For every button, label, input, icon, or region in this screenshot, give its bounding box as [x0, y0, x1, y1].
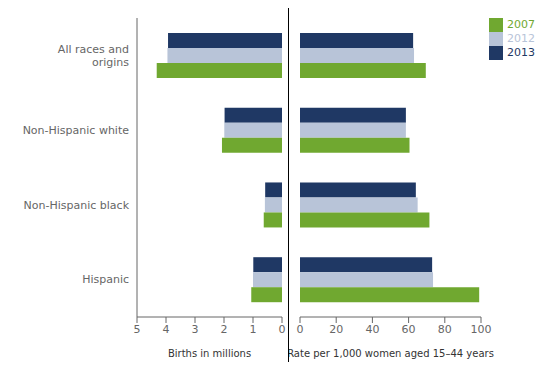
html-text:2007: 2007	[507, 18, 535, 31]
svg-text:Hispanic: Hispanic	[82, 273, 129, 286]
svg-text:Rate per 1,000 women aged 15–4: Rate per 1,000 women aged 15–44 years	[289, 348, 494, 359]
svg-text:4: 4	[163, 323, 170, 336]
html-text:2013: 2013	[507, 46, 535, 59]
html-text:2012: 2012	[507, 32, 535, 45]
svg-text:3: 3	[192, 323, 199, 336]
svg-text:20: 20	[329, 323, 343, 336]
svg-text:Non-Hispanic white: Non-Hispanic white	[23, 124, 130, 137]
svg-text:2: 2	[221, 323, 228, 336]
svg-text:Births in millions: Births in millions	[168, 348, 251, 359]
svg-text:0: 0	[297, 323, 304, 336]
svg-text:60: 60	[402, 323, 416, 336]
svg-text:40: 40	[365, 323, 379, 336]
svg-text:All races andorigins: All races andorigins	[58, 43, 129, 69]
svg-text:5: 5	[134, 323, 141, 336]
svg-text:1: 1	[250, 323, 257, 336]
svg-text:100: 100	[471, 323, 492, 336]
svg-text:Non-Hispanic black: Non-Hispanic black	[24, 199, 130, 212]
svg-text:0: 0	[279, 323, 286, 336]
svg-text:80: 80	[438, 323, 452, 336]
